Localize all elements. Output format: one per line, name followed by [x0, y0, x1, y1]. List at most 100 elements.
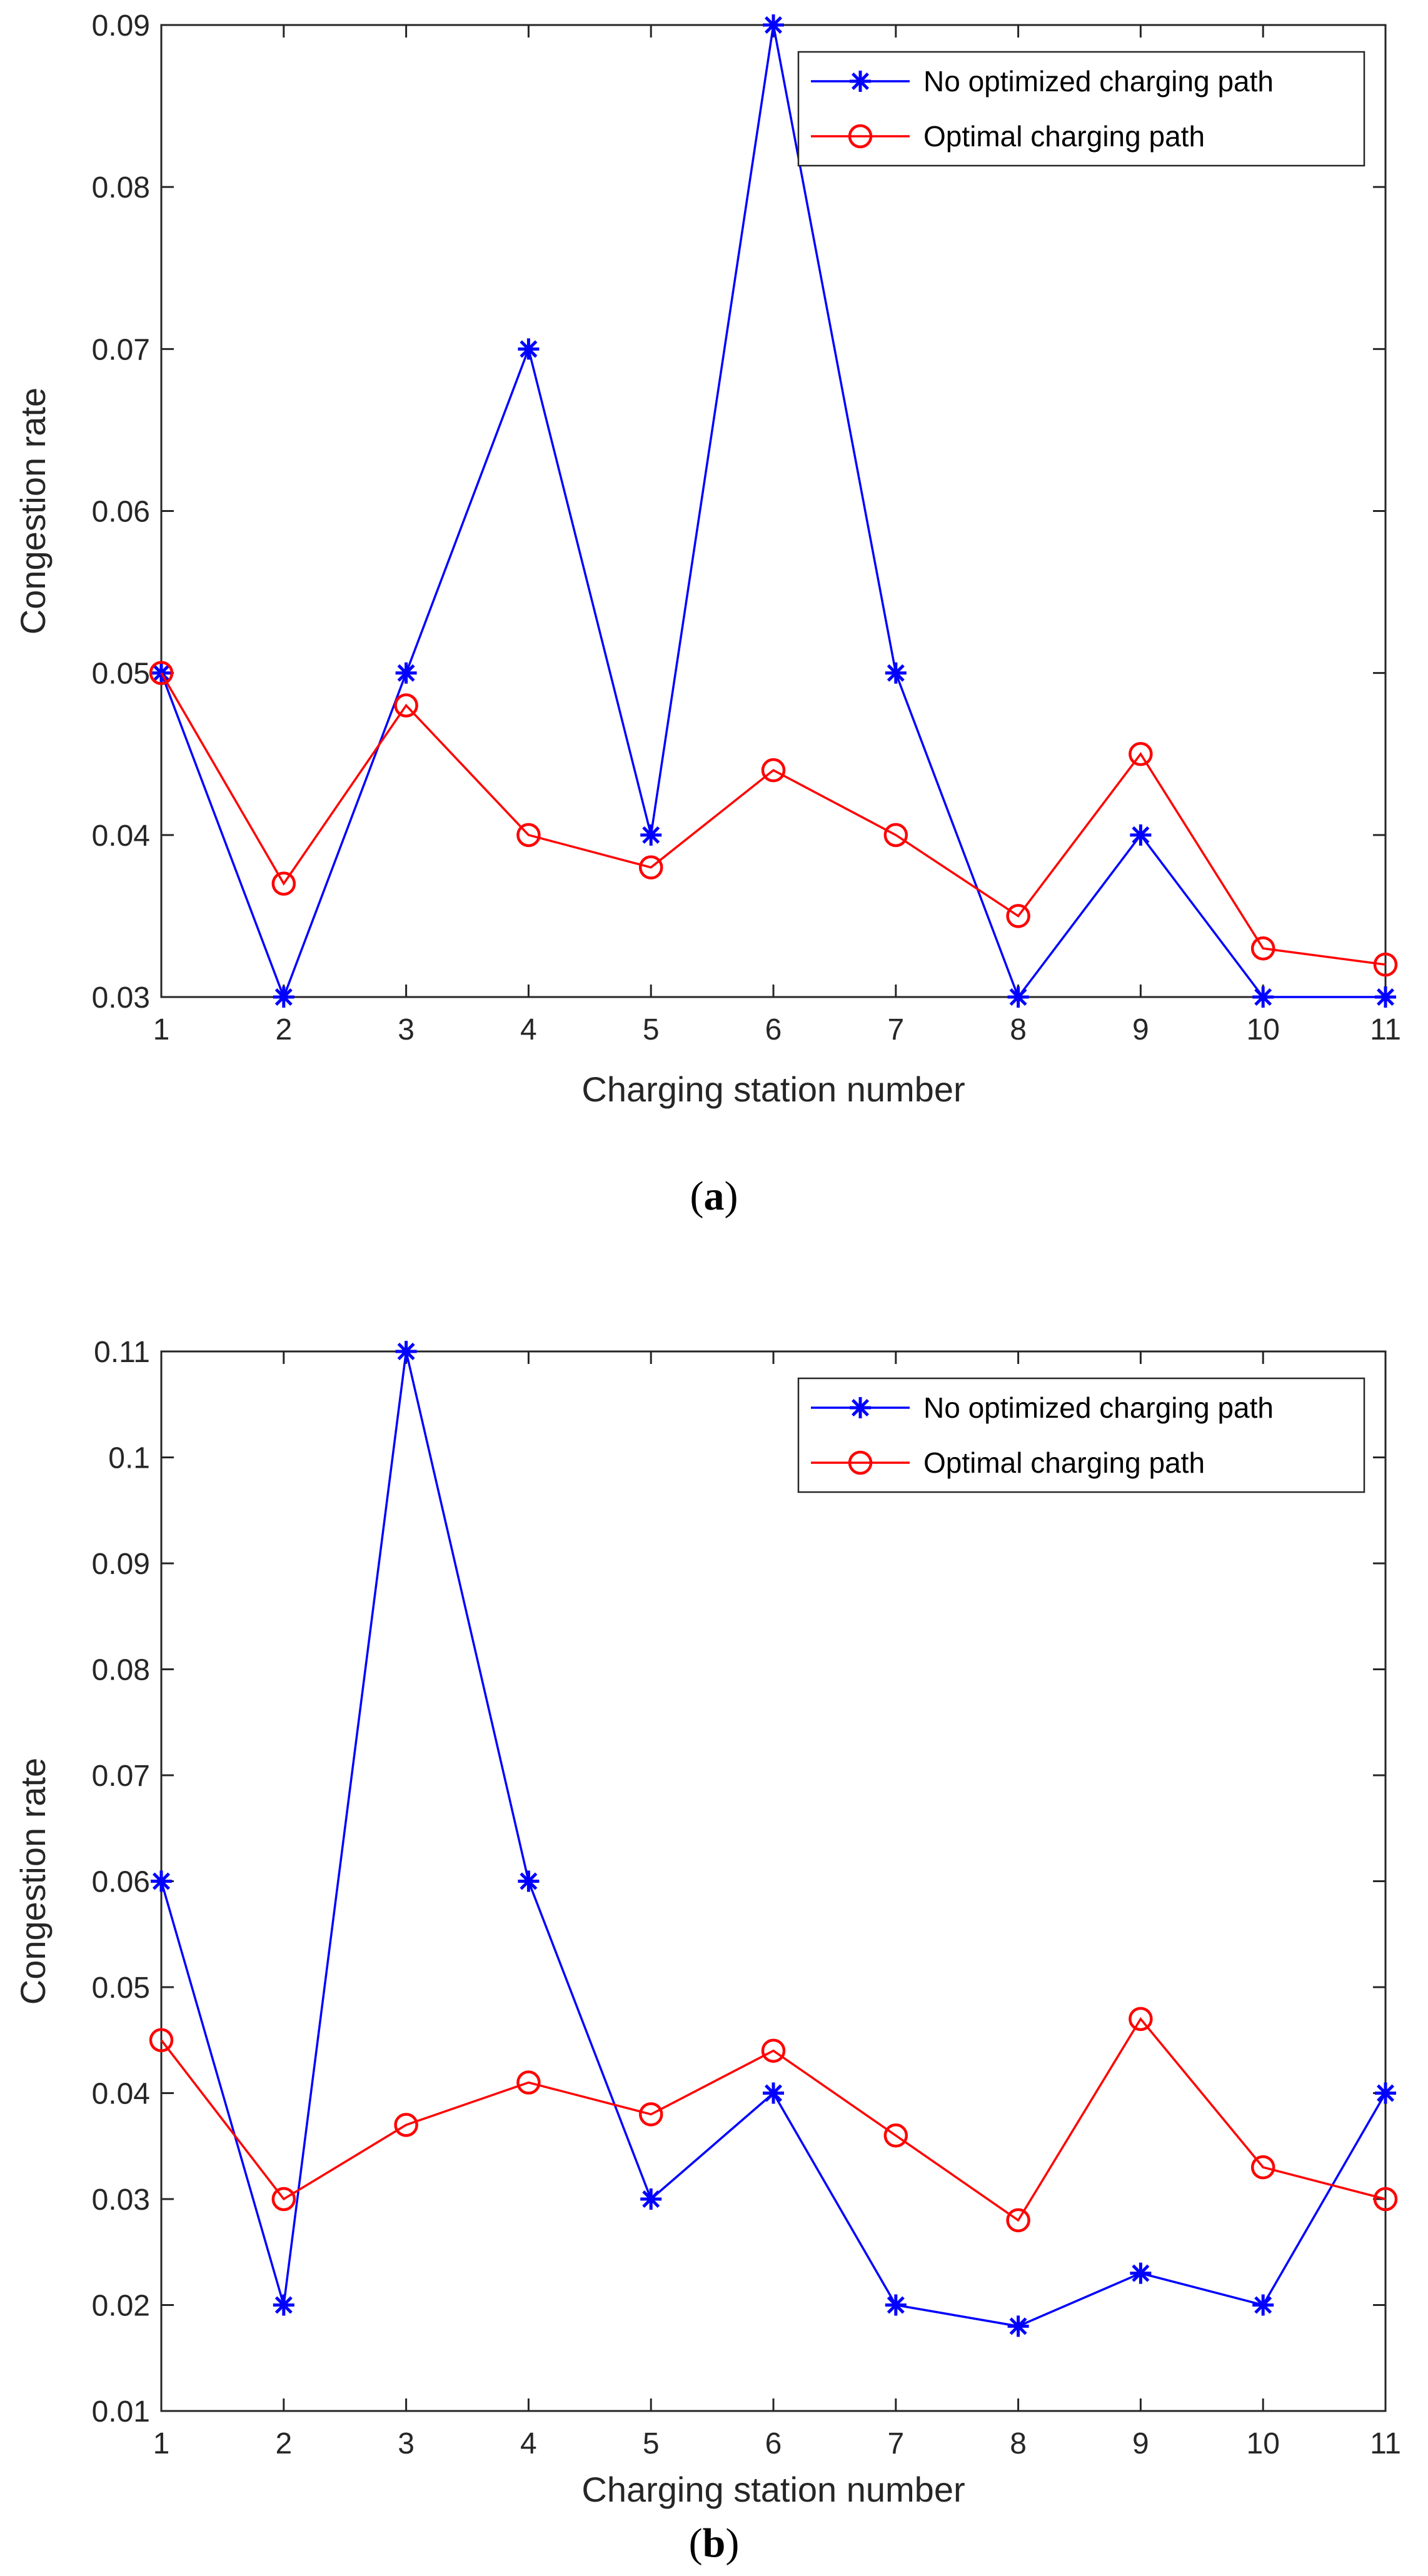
- data-point: [1130, 824, 1152, 846]
- data-point: [1252, 986, 1274, 1008]
- y-axis-title: Congestion rate: [13, 388, 53, 634]
- plot-area: [160, 24, 1387, 998]
- legend-box: [797, 51, 1365, 167]
- y-tick-label: 0.08: [92, 1654, 150, 1687]
- marker-stroke-d2: [642, 2190, 660, 2208]
- data-point: [1250, 936, 1275, 961]
- marker-stroke-d2: [851, 1398, 870, 1417]
- legend-label: Optimal charging path: [923, 120, 1205, 153]
- x-tick-label: 5: [643, 2427, 660, 2460]
- x-tick-label: 11: [1370, 1013, 1401, 1046]
- series-optimal: [149, 661, 1398, 977]
- x-tick-label: 10: [1247, 1013, 1280, 1046]
- marker-stroke-d2: [274, 988, 293, 1006]
- marker-stroke-d2: [1254, 2296, 1272, 2314]
- data-point: [638, 855, 663, 880]
- caption-letter: b: [703, 2520, 726, 2566]
- marker-stroke-d2: [887, 664, 905, 682]
- data-point: [518, 338, 540, 360]
- data-point: [516, 823, 541, 848]
- series-optimal: [149, 2007, 1398, 2233]
- x-tick-label: 7: [887, 1013, 904, 1046]
- x-tick-label: 3: [398, 1013, 415, 1046]
- marker-stroke-d2: [520, 340, 538, 358]
- legend-marker: [850, 1397, 871, 1418]
- marker-stroke-d2: [397, 1342, 415, 1361]
- x-tick-label: 7: [887, 2427, 904, 2460]
- marker-stroke-d2: [397, 664, 415, 682]
- x-axis-title: Charging station number: [581, 2470, 965, 2509]
- caption-close: ): [725, 1173, 738, 1219]
- figure-caption: (a): [690, 1173, 738, 1219]
- data-point: [149, 661, 174, 685]
- data-point: [1006, 904, 1030, 928]
- marker-stroke-d2: [1376, 988, 1395, 1006]
- series-line: [160, 2017, 1386, 2222]
- y-axis: 0.03 0.04 0.05 0.06 0.07 0.08 0.09: [92, 9, 1385, 1015]
- series-line: [160, 672, 1386, 966]
- x-tick-label: 8: [1010, 2427, 1027, 2460]
- x-tick-label: 1: [153, 1013, 170, 1046]
- y-tick-label: 0.03: [92, 2183, 150, 2217]
- legend-item: No optimized charging path: [811, 1391, 1274, 1424]
- data-point: [638, 2102, 663, 2127]
- x-axis-title: Charging station number: [581, 1070, 965, 1109]
- x-tick-label: 11: [1370, 2427, 1401, 2460]
- caption-open: (: [689, 2520, 703, 2566]
- x-tick-label: 9: [1132, 1013, 1149, 1046]
- data-point: [271, 871, 296, 896]
- x-tick-label: 1: [153, 2427, 170, 2460]
- data-point: [885, 662, 907, 684]
- x-axis: 1 2 3 4 5 6 7 8 9 10 11: [153, 1351, 1401, 2460]
- legend-box: [797, 1377, 1365, 1493]
- data-point: [1373, 952, 1398, 977]
- x-tick-label: 5: [643, 1013, 660, 1046]
- y-tick-label: 0.05: [92, 658, 150, 691]
- legend-label: No optimized charging path: [923, 1391, 1274, 1424]
- caption-letter: a: [704, 1173, 725, 1219]
- x-tick-label: 4: [520, 1013, 537, 1046]
- data-point: [1007, 2315, 1029, 2337]
- y-tick-label: 0.09: [92, 9, 150, 43]
- marker-stroke-d2: [1132, 826, 1150, 844]
- data-point: [516, 2070, 541, 2095]
- caption-open: (: [690, 1173, 704, 1219]
- data-point: [151, 1870, 172, 1892]
- series-no-optimized: [151, 1341, 1396, 2337]
- data-point: [1375, 986, 1396, 1008]
- data-point: [883, 2123, 908, 2148]
- data-point: [885, 2294, 907, 2316]
- data-point: [273, 986, 294, 1008]
- data-point: [1130, 2262, 1152, 2284]
- marker-stroke-d2: [887, 2296, 905, 2314]
- marker-stroke-d2: [274, 2296, 293, 2314]
- data-point: [1252, 2294, 1274, 2316]
- marker-stroke-d2: [851, 72, 870, 91]
- data-point: [1007, 986, 1029, 1008]
- legend-item: No optimized charging path: [811, 65, 1274, 98]
- data-point: [1129, 2007, 1153, 2032]
- marker-stroke-d2: [1009, 988, 1027, 1006]
- data-point: [1373, 2187, 1398, 2212]
- y-tick-label: 0.07: [92, 1760, 150, 1793]
- y-tick-label: 0.04: [92, 2078, 150, 2111]
- data-point: [395, 662, 417, 684]
- marker-stroke-d2: [1376, 2084, 1395, 2102]
- chart-a: 1 2 3 4 5 6 7 8 9 10 110.030.040.050.060.070.080.0…: [13, 9, 1401, 1219]
- data-point: [640, 2188, 662, 2210]
- caption-close: ): [725, 2520, 739, 2566]
- y-tick-label: 0.1: [108, 1442, 150, 1475]
- legend-marker: [848, 1450, 873, 1475]
- x-tick-label: 9: [1132, 2427, 1149, 2460]
- data-point: [273, 2294, 294, 2316]
- x-tick-label: 4: [520, 2427, 537, 2460]
- data-point: [763, 14, 784, 36]
- data-point: [1250, 2155, 1275, 2180]
- data-point: [1129, 742, 1153, 766]
- data-point: [761, 2038, 786, 2063]
- data-point: [394, 2113, 418, 2137]
- x-tick-label: 6: [765, 1013, 782, 1046]
- data-point: [763, 2082, 784, 2104]
- marker-stroke-d2: [764, 2084, 783, 2102]
